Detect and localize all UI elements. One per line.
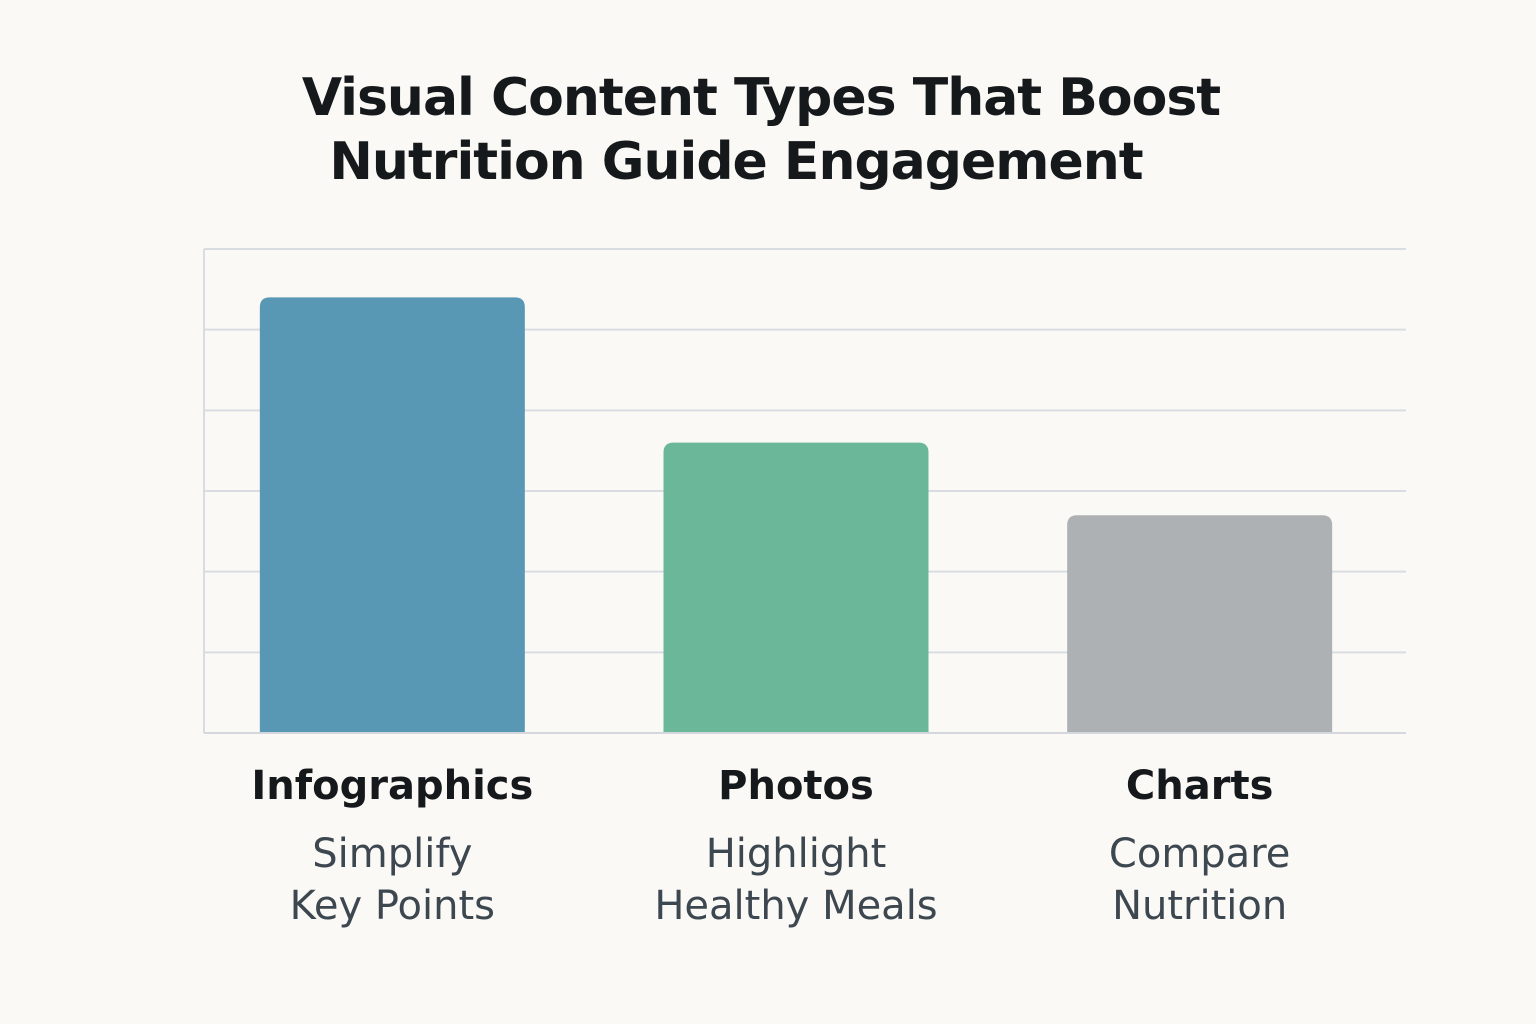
chart-bars: [259, 297, 1333, 733]
category-description-line: Highlight: [705, 831, 887, 877]
category-label-photos: Photos: [718, 763, 874, 809]
category-description-photos: Highlight Healthy Meals: [616, 828, 976, 932]
category-description-line: Compare: [1108, 831, 1291, 877]
category-description-line: Simplify: [312, 831, 473, 877]
category-description-infographics: Simplify Key Points: [212, 828, 572, 932]
category-label-infographics: Infographics: [251, 763, 534, 809]
chart-title-line-2: Nutrition Guide Engagement: [329, 132, 1143, 192]
category-description-line: Key Points: [289, 883, 496, 929]
chart-title-line-1: Visual Content Types That Boost: [301, 68, 1221, 128]
chart-title: Visual Content Types That Boost Nutritio…: [0, 66, 1536, 194]
bar-charts: [1067, 515, 1333, 733]
category-description-charts: Compare Nutrition: [1020, 828, 1380, 932]
category-label-charts: Charts: [1125, 763, 1274, 809]
category-description-line: Healthy Meals: [654, 883, 938, 929]
bar-photos: [663, 442, 929, 733]
category-description-line: Nutrition: [1112, 883, 1288, 929]
bar-infographics: [259, 297, 525, 733]
